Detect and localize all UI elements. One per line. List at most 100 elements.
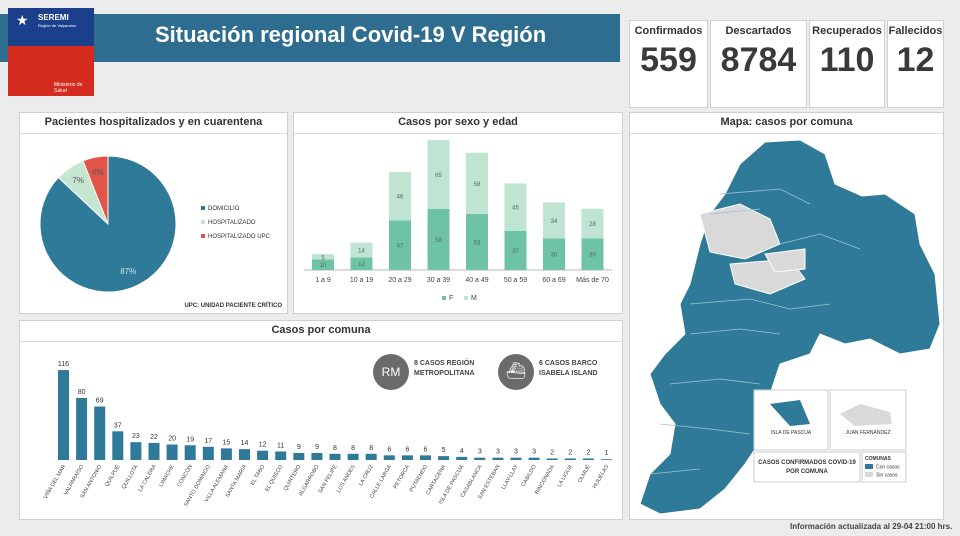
comuna-bar [347, 453, 359, 460]
comuna-value-label: 23 [132, 433, 140, 440]
age-bar-label: 28 [589, 222, 596, 228]
comuna-value-label: 15 [223, 439, 231, 446]
comuna-bar [184, 445, 196, 460]
comuna-bar [492, 457, 504, 460]
comuna-bar [528, 457, 540, 460]
age-bar-label: 45 [512, 206, 519, 212]
comuna-bar [239, 449, 250, 460]
seremi-logo: ★ SEREMI Región de Valparaíso Ministerio… [8, 8, 94, 96]
age-legend-label: M [471, 295, 477, 302]
age-bar-m [427, 140, 450, 209]
stat-descartados: Descartados 8784 [710, 20, 807, 108]
comuna-value-label: 69 [96, 398, 104, 405]
age-bar-label: 5 [321, 255, 325, 261]
age-bar-label: 30 [589, 253, 596, 259]
comuna-bar [401, 455, 413, 460]
ship-icon: ⛴ [498, 354, 534, 390]
footer-update: Información actualizada al 29-04 21:00 h… [790, 522, 953, 531]
comuna-value-label: 2 [586, 449, 590, 456]
comuna-category-label: LA CALERA [138, 464, 158, 493]
age-category-label: Más de 70 [576, 277, 609, 284]
comuna-panel: Casos por comuna 116 VIÑA DEL MAR 80 VALPAR… [19, 320, 623, 520]
age-category-label: 10 a 19 [350, 277, 373, 284]
age-bar-f [312, 259, 334, 270]
pie-value-label: 6% [92, 168, 104, 177]
comuna-bar [438, 456, 450, 460]
comuna-value-label: 2 [550, 449, 554, 456]
comuna-bar [257, 450, 269, 460]
comuna-value-label: 14 [241, 440, 249, 447]
comuna-value-label: 3 [532, 449, 536, 456]
comuna-bar [202, 446, 214, 460]
stat-recuperados: Recuperados 110 [809, 20, 885, 108]
title-bar [0, 14, 620, 62]
comuna-value-label: 8 [369, 445, 373, 452]
region-map: ISLA DE PASCUA JUAN FERNÁNDEZ CASOS CONF… [639, 139, 941, 515]
stat-confirmados: Confirmados 559 [629, 20, 708, 108]
map-legend-title-1: CASOS CONFIRMADOS COVID-19 [758, 460, 856, 466]
star-icon: ★ [16, 12, 29, 28]
comuna-category-label: LOS ANDES [336, 464, 357, 494]
logo-subtitle: Región de Valparaíso [38, 23, 77, 28]
comuna-bar [510, 457, 522, 460]
age-bar-m [389, 171, 411, 221]
comuna-category-label: LLAY-LLAY [501, 464, 520, 491]
pie-panel: Pacientes hospitalizados y en cuarentena… [19, 112, 288, 314]
age-bar-label: 53 [474, 241, 481, 247]
comuna-bar [148, 442, 160, 460]
age-legend-label: F [449, 295, 453, 302]
comuna-bar [166, 444, 178, 460]
stat-value: 559 [640, 41, 697, 79]
comuna-value-label: 8 [333, 445, 337, 452]
comuna-bar [474, 457, 486, 460]
comuna-category-label: OLMUÉ [576, 463, 592, 484]
pie-value-label: 87% [120, 267, 136, 276]
age-category-label: 30 a 39 [427, 277, 450, 284]
comuna-bar [220, 448, 232, 460]
panel-title: Mapa: casos por comuna [720, 116, 853, 128]
pie-legend-swatch [201, 206, 205, 210]
comuna-value-label: 5 [442, 447, 446, 454]
pie-legend-swatch [201, 220, 205, 224]
comuna-value-label: 37 [114, 422, 122, 429]
comuna-bar [582, 458, 594, 460]
comuna-bar [329, 453, 341, 460]
comuna-bar [76, 398, 88, 460]
age-category-label: 40 a 49 [465, 277, 488, 284]
age-chart: 10 5 1 a 9 12 14 10 a 19 47 46 20 a 29 58 65 30 a 3… [304, 140, 612, 302]
comuna-value-label: 3 [496, 449, 500, 456]
stat-fallecidos: Fallecidos 12 [887, 20, 944, 108]
pie-value-label: 7% [72, 176, 84, 185]
comuna-value-label: 4 [460, 448, 464, 455]
inset-easter-label: ISLA DE PASCUA [771, 430, 812, 436]
comuna-category-label: PETORCA [393, 464, 412, 490]
age-bar-label: 58 [474, 182, 481, 188]
comuna-category-label: LA CRUZ [358, 463, 375, 487]
comuna-bar [293, 453, 305, 460]
stat-label: Recuperados [812, 25, 882, 37]
age-bar-label: 47 [397, 244, 404, 250]
comuna-bar [546, 458, 558, 460]
panel-title: Casos por comuna [271, 324, 371, 336]
comuna-value-label: 80 [78, 389, 86, 396]
age-legend-swatch [464, 296, 468, 300]
age-bar-label: 37 [512, 249, 519, 255]
comuna-category-label: CONCÓN [176, 463, 194, 488]
age-category-label: 60 a 69 [542, 277, 565, 284]
pie-legend-label: DOMICILIO [208, 206, 240, 212]
comuna-category-label: QUILLOTA [121, 464, 140, 490]
comuna-bar [383, 455, 395, 460]
pie-legend-label: HOSPITALIZADO UPC [208, 234, 271, 240]
age-bar-f [427, 208, 450, 270]
comuna-value-label: 9 [297, 444, 301, 451]
age-bar-m [581, 208, 604, 239]
pie-legend-label: HOSPITALIZADO [208, 220, 256, 226]
page-title: Situación regional Covid-19 V Región [155, 22, 547, 47]
comuna-bar [564, 458, 576, 460]
comuna-value-label: 11 [277, 442, 284, 449]
age-bar-label: 58 [435, 238, 442, 244]
sexage-panel: Casos por sexo y edad 10 5 1 a 9 12 14 10 a 1… [293, 112, 623, 314]
age-bar-f [543, 238, 565, 270]
panel-title: Casos por sexo y edad [398, 116, 518, 128]
